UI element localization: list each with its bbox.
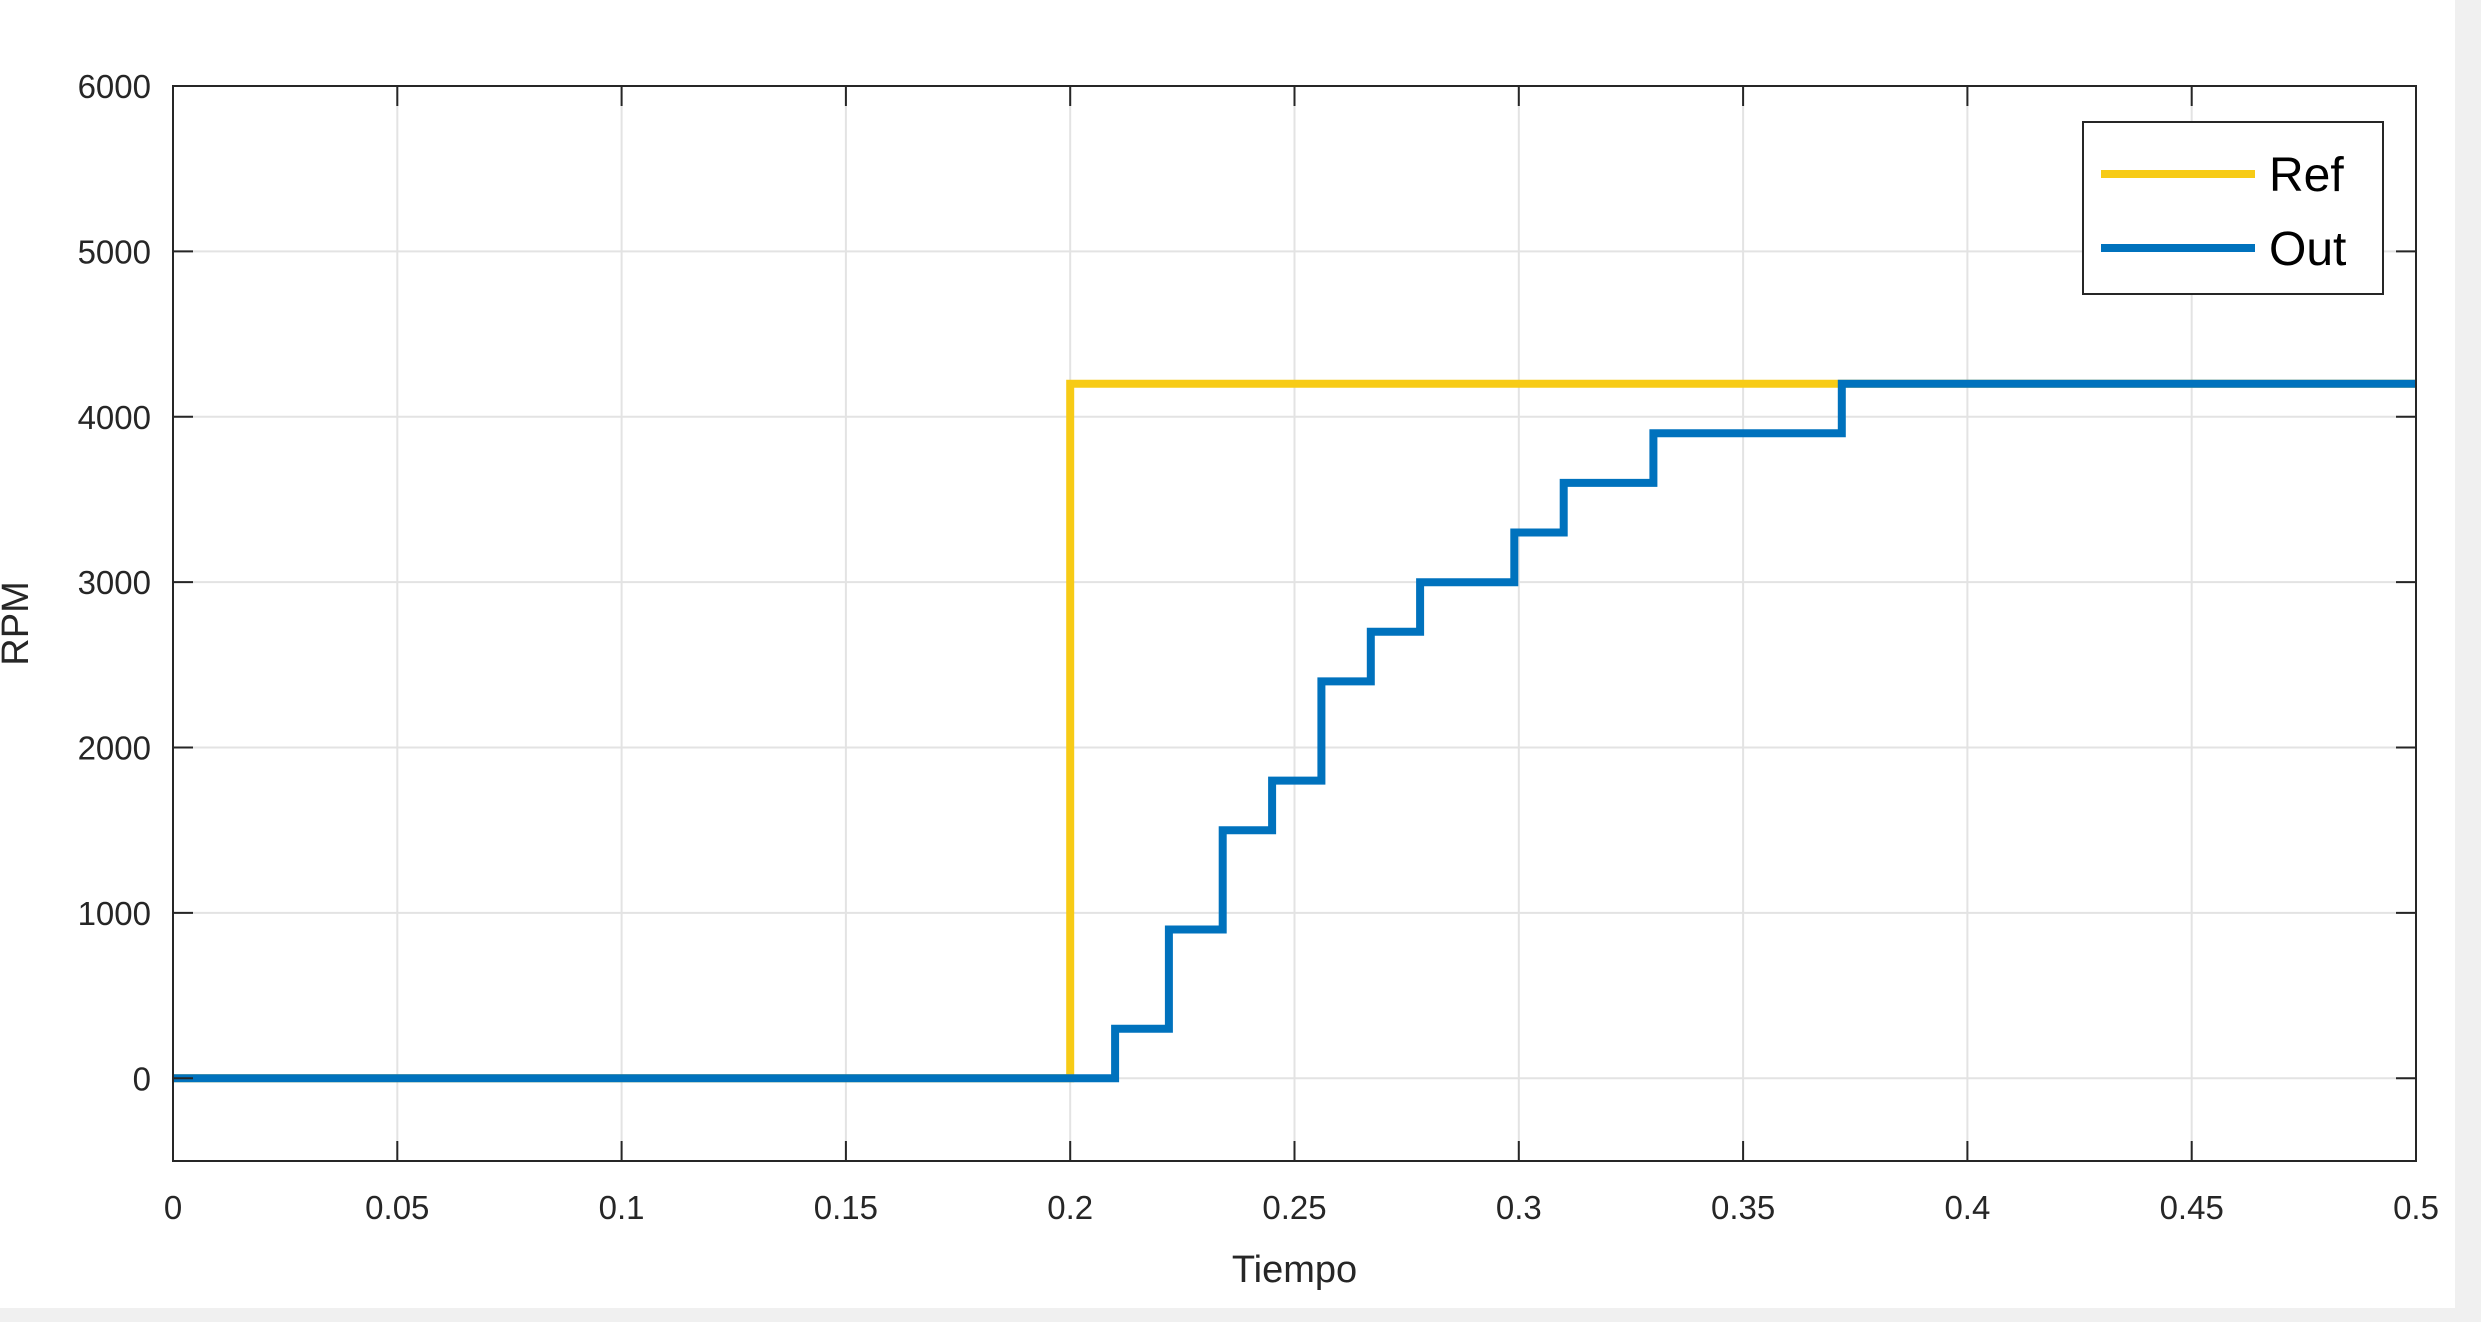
y-tick-label: 2000	[78, 730, 151, 767]
grid-lines	[172, 85, 2417, 1161]
figure-right-border	[2455, 0, 2481, 1322]
x-tick-label: 0.15	[814, 1189, 878, 1226]
y-tick-label: 1000	[78, 895, 151, 932]
x-tick-label: 0.35	[1711, 1189, 1775, 1226]
x-tick-label: 0.2	[1047, 1189, 1093, 1226]
series-line-out	[173, 379, 2416, 1083]
x-tick-label: 0.25	[1262, 1189, 1326, 1226]
y-tick-label: 0	[133, 1060, 151, 1097]
y-tick-label: 6000	[78, 68, 151, 105]
x-tick-label: 0.05	[365, 1189, 429, 1226]
figure-bottom-border	[0, 1308, 2481, 1322]
series-lines	[173, 379, 2416, 1083]
legend-box	[2082, 121, 2384, 295]
legend-label-out: Out	[2269, 223, 2346, 276]
x-tick-label: 0.45	[2160, 1189, 2224, 1226]
y-tick-label: 4000	[78, 399, 151, 436]
legend-label-ref: Ref	[2269, 149, 2344, 202]
y-tick-label: 3000	[78, 564, 151, 601]
x-tick-label: 0.3	[1496, 1189, 1542, 1226]
axis-ticks	[172, 85, 2417, 1161]
y-axis-label: RPM	[0, 581, 37, 665]
x-axis-label: Tiempo	[1232, 1249, 1357, 1291]
axis-tick-labels: 0 0.05 0.1 0.15 0.2 0.25 0.3 0.35 0.4 0.45 0.5 0 100…	[78, 68, 2439, 1226]
legend[interactable]: Ref Out	[2082, 121, 2384, 295]
x-tick-label: 0.1	[599, 1189, 645, 1226]
y-tick-label: 5000	[78, 233, 151, 270]
x-tick-label: 0.5	[2393, 1189, 2439, 1226]
x-tick-label: 0.4	[1944, 1189, 1990, 1226]
x-tick-label: 0	[164, 1189, 182, 1226]
